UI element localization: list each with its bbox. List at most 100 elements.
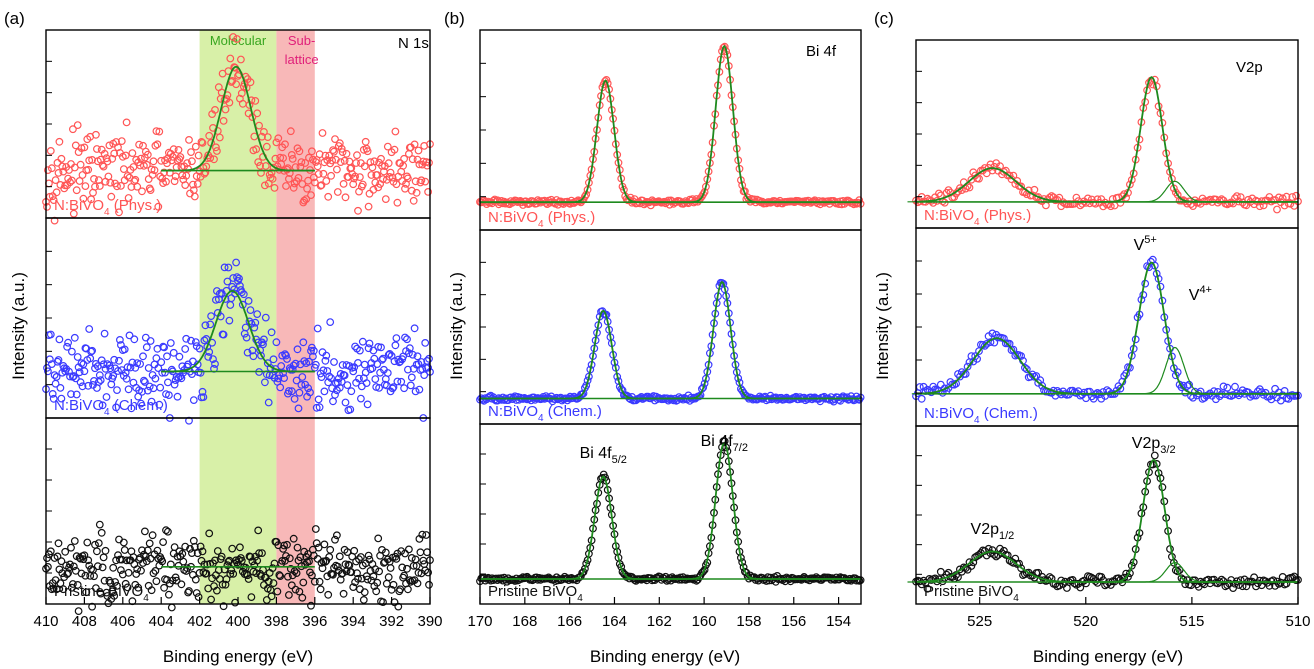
data-point: [80, 361, 87, 368]
data-point: [98, 530, 105, 537]
data-point: [406, 546, 413, 553]
panel-c-v2p: N:BiVO4 (Phys.)N:BiVO4 (Chem.)Pristine B…: [873, 9, 1311, 666]
x-tick-label: 408: [72, 613, 97, 630]
data-point: [342, 399, 349, 406]
data-point: [193, 590, 200, 597]
data-point: [402, 334, 409, 341]
data-point: [384, 580, 391, 587]
x-tick-label: 400: [225, 613, 250, 630]
data-point: [74, 354, 81, 361]
data-point: [327, 319, 334, 326]
data-point: [918, 396, 925, 403]
shaded-band-0: [200, 30, 277, 604]
x-tick-label: 396: [302, 613, 327, 630]
data-point: [405, 586, 412, 593]
data-point: [51, 372, 58, 379]
data-point: [121, 547, 128, 554]
sample-label: N:BiVO4 (Phys.): [488, 209, 595, 230]
data-point: [351, 548, 358, 555]
fit-component: [1069, 460, 1239, 582]
data-point: [342, 194, 349, 201]
data-point: [401, 385, 408, 392]
data-point: [191, 397, 198, 404]
data-point: [343, 151, 350, 158]
data-point: [121, 166, 128, 173]
data-point: [114, 387, 121, 394]
x-tick-label: 520: [1073, 613, 1098, 630]
data-point: [97, 521, 104, 528]
data-point: [1220, 383, 1227, 390]
data-point: [160, 539, 167, 546]
data-point: [144, 344, 151, 351]
data-point: [385, 574, 392, 581]
data-point: [346, 158, 353, 165]
band-label-sublattice-1: lattice: [285, 52, 319, 67]
panel-letter-c: (c): [874, 9, 894, 28]
data-point: [165, 379, 172, 386]
panel-b-bi4f: N:BiVO4 (Phys.)N:BiVO4 (Chem.)Pristine B…: [444, 9, 864, 666]
x-tick-label: 410: [33, 613, 58, 630]
sample-label: Pristine BiVO4: [924, 583, 1019, 604]
data-point: [56, 139, 63, 146]
data-point: [393, 335, 400, 342]
data-point: [131, 336, 138, 343]
data-point: [361, 597, 368, 604]
peak-label: Bi 4f5/2: [580, 445, 627, 466]
x-tick-label: 168: [512, 613, 537, 630]
data-point: [84, 539, 91, 546]
x-tick-label: 164: [602, 613, 627, 630]
x-tick-label: 394: [341, 613, 366, 630]
data-point: [169, 604, 176, 611]
ylabel-a: Intensity (a.u.): [9, 272, 28, 380]
data-point: [344, 382, 351, 389]
data-point: [53, 189, 60, 196]
data-point: [426, 582, 433, 589]
data-point: [358, 395, 365, 402]
data-point: [139, 188, 146, 195]
data-point: [411, 325, 418, 332]
data-point: [319, 130, 326, 137]
x-tick-label: 158: [736, 613, 761, 630]
data-point: [146, 540, 153, 547]
data-point: [62, 549, 69, 556]
data-point: [140, 353, 147, 360]
data-point: [348, 388, 355, 395]
band-label-sublattice-0: Sub-: [288, 33, 315, 48]
x-tick-label: 156: [781, 613, 806, 630]
data-point: [355, 208, 362, 215]
x-tick-label: 510: [1285, 613, 1310, 630]
panel-a-n1s: Molecular Sub-lattice N:BiVO4 (Phys.)N:Bi…: [4, 9, 443, 666]
shaded-band-1: [276, 30, 314, 604]
ylabel-c: Intensity (a.u.): [873, 272, 892, 380]
x-tick-label: 404: [149, 613, 174, 630]
data-point: [57, 385, 64, 392]
data-point: [359, 383, 366, 390]
data-point: [72, 538, 79, 545]
data-point: [94, 548, 101, 555]
sample-label: N:BiVO4 (Phys.): [924, 207, 1031, 228]
data-point: [65, 339, 72, 346]
data-point: [417, 549, 424, 556]
data-point: [149, 532, 156, 539]
data-point: [178, 581, 185, 588]
data-point: [72, 335, 79, 342]
data-point: [1274, 206, 1281, 213]
data-point: [423, 532, 430, 539]
data-point: [422, 340, 429, 347]
data-point: [360, 181, 367, 188]
data-point: [938, 381, 945, 388]
fit-envelope: [480, 282, 861, 399]
data-point: [1224, 384, 1231, 391]
data-point: [335, 189, 342, 196]
fit-component: [908, 168, 1078, 202]
fit-envelope: [480, 46, 861, 202]
x-tick-label: 154: [826, 613, 851, 630]
data-point: [392, 128, 399, 135]
panel-letter-a: (a): [4, 9, 25, 28]
x-tick-label: 406: [110, 613, 135, 630]
data-point: [168, 340, 175, 347]
sample-label: N:BiVO4 (Chem.): [488, 403, 602, 424]
data-point: [1232, 383, 1239, 390]
xlabel-b: Binding energy (eV): [590, 647, 740, 666]
data-point: [186, 137, 193, 144]
